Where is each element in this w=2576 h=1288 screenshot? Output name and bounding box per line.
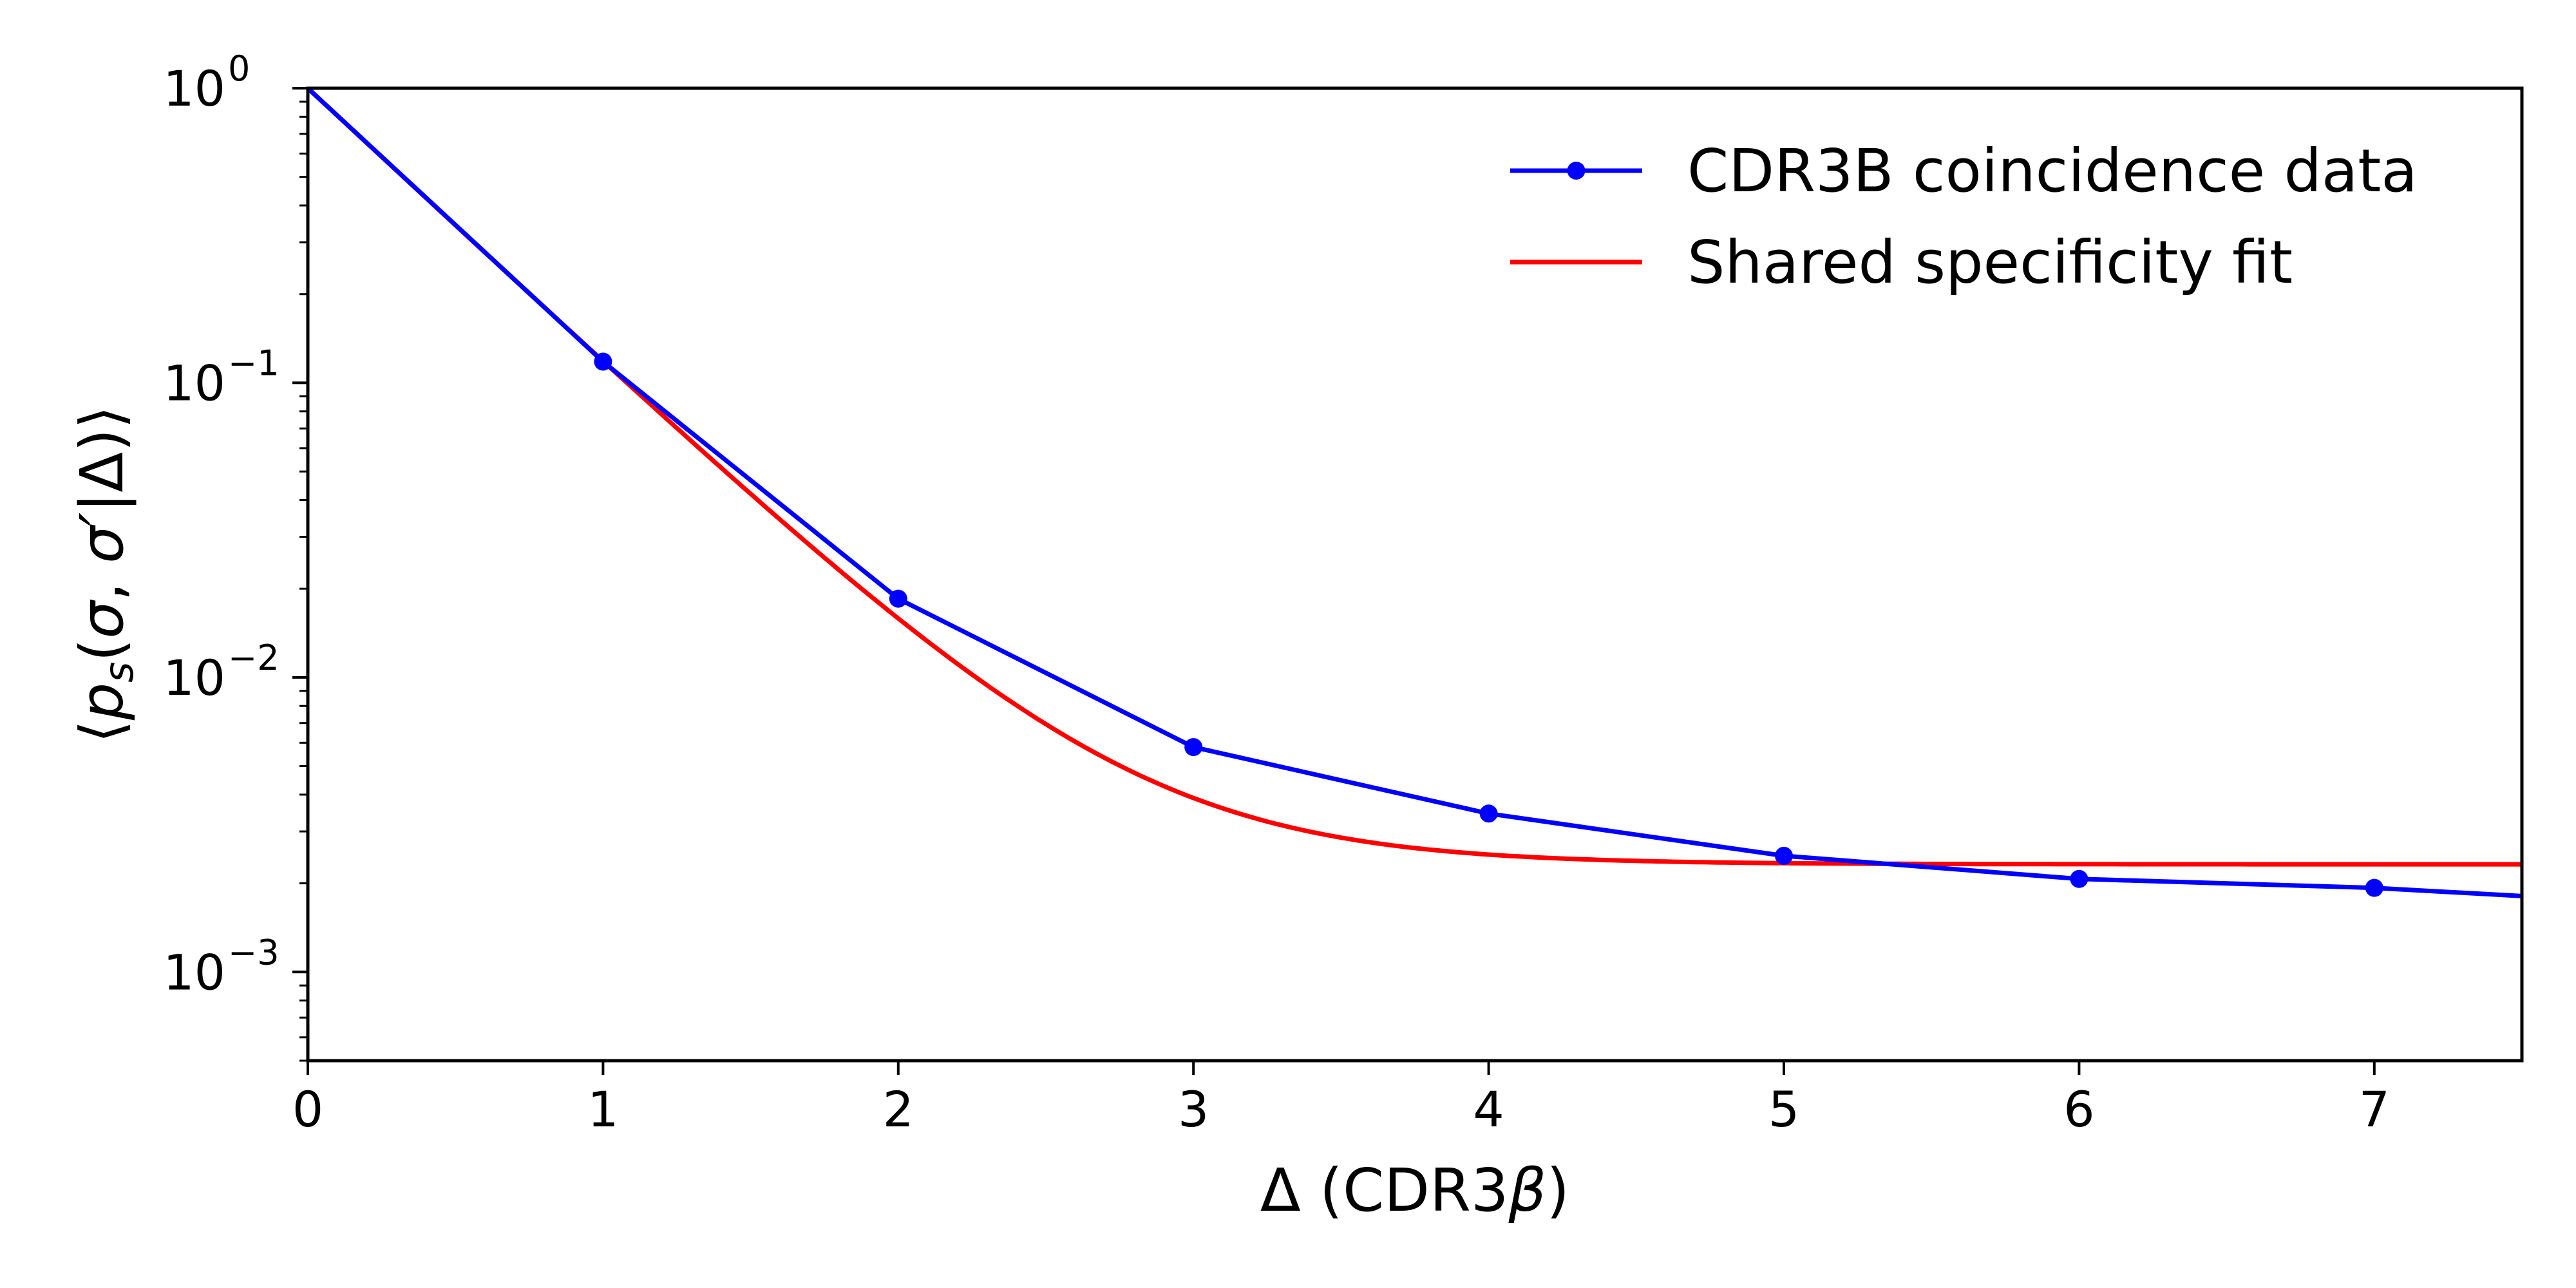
legend: CDR3B coincidence data Shared specificit… — [1510, 137, 2418, 297]
series-line-coincidence-data — [306, 86, 2523, 898]
y-tick-label-1: 10 — [163, 354, 225, 412]
x-tick-label-2: 2 — [883, 1081, 914, 1138]
data-point-5 — [2070, 869, 2088, 888]
x-tick-label-6: 6 — [2063, 1081, 2094, 1138]
y-tick-exponent-2: −2 — [228, 638, 279, 678]
x-tick-label-4: 4 — [1473, 1081, 1504, 1138]
y-tick-exponent-1: −1 — [228, 343, 279, 383]
x-tick-label-0: 0 — [292, 1081, 323, 1138]
x-tick-label-5: 5 — [1768, 1081, 1799, 1138]
x-tick-label-1: 1 — [587, 1081, 618, 1138]
data-point-6 — [2365, 878, 2383, 897]
data-point-4 — [1775, 846, 1793, 865]
data-point-0 — [594, 352, 612, 371]
legend-marker-coincidence-data — [1567, 162, 1586, 180]
x-tick-label-3: 3 — [1178, 1081, 1209, 1138]
y-tick-label-2: 10 — [163, 649, 225, 706]
x-axis-label: Δ (CDR3β) — [1260, 1156, 1569, 1225]
y-tick-label-0: 10 — [163, 60, 225, 117]
y-tick-exponent-0: 0 — [228, 48, 250, 89]
legend-label-specificity-fit: Shared specificity fit — [1687, 228, 2293, 297]
y-tick-exponent-3: −3 — [228, 932, 279, 972]
y-tick-label-3: 10 — [163, 943, 225, 1001]
data-point-2 — [1184, 738, 1203, 757]
legend-label-coincidence-data: CDR3B coincidence data — [1687, 137, 2418, 205]
series-layer — [306, 86, 2523, 898]
x-axis: 0 1 2 3 4 5 6 7 — [292, 1061, 2390, 1138]
data-point-1 — [889, 589, 907, 608]
plot-area — [306, 86, 2524, 1063]
x-tick-label-7: 7 — [2359, 1081, 2390, 1138]
data-point-3 — [1479, 804, 1498, 823]
plot-frame — [306, 86, 2524, 1063]
y-axis-label: ⟨ps(σ, σ′|Δ)⟩ — [68, 406, 142, 743]
series-line-specificity-fit — [306, 86, 2522, 867]
